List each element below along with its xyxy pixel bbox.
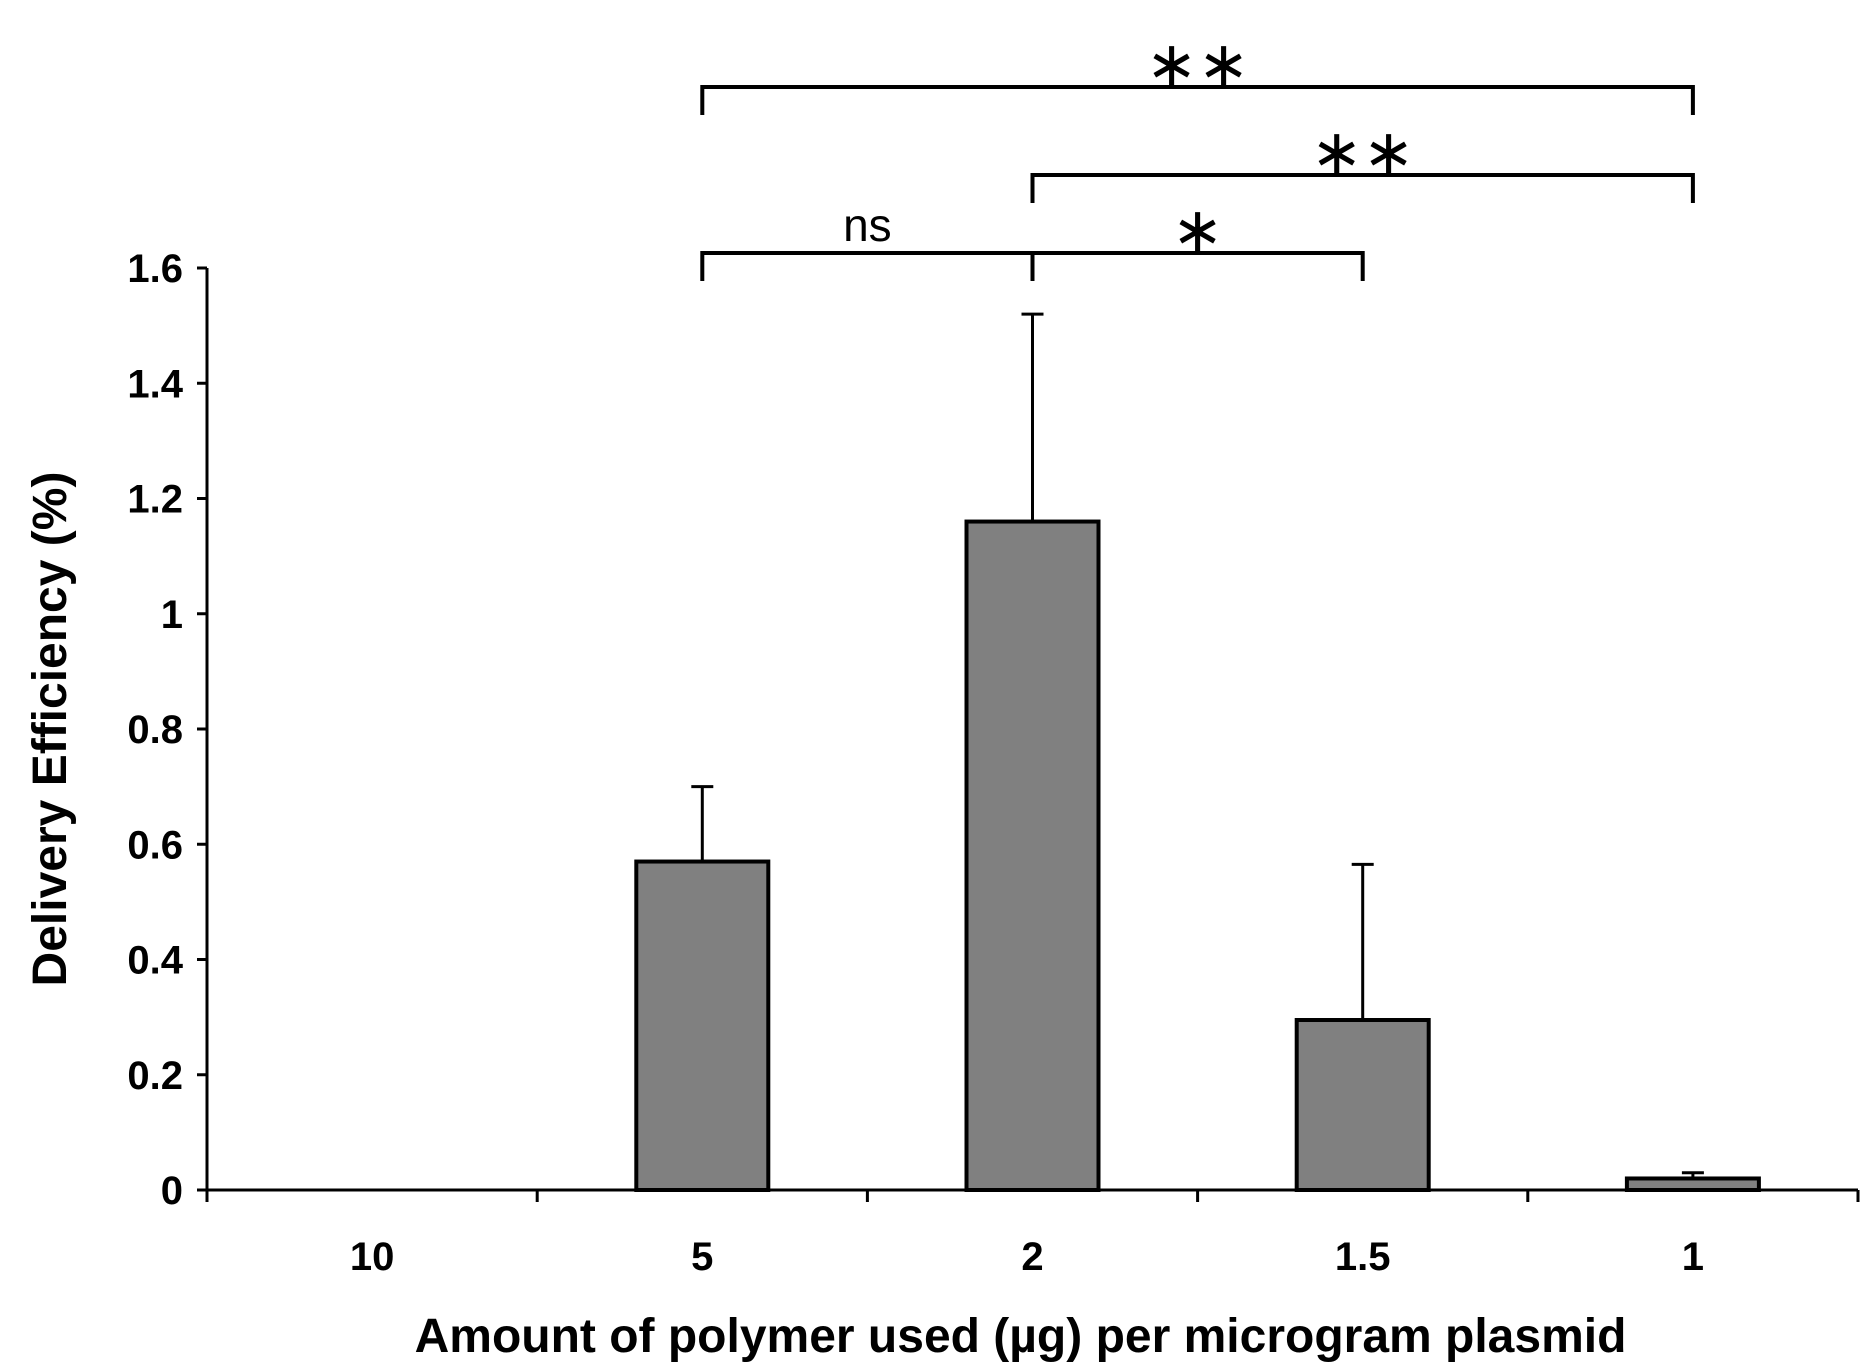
significance-bracket bbox=[1030, 173, 1695, 203]
bar bbox=[1624, 1176, 1761, 1192]
y-tick-label: 1.2 bbox=[127, 478, 183, 522]
significance-bracket bbox=[1030, 251, 1365, 281]
error-bars bbox=[691, 312, 1704, 1179]
y-tick-label: 0 bbox=[161, 1169, 183, 1213]
axes bbox=[197, 266, 1860, 1202]
y-tick-label: 0.4 bbox=[127, 939, 183, 983]
y-tick-label: 1 bbox=[161, 593, 183, 637]
significance-label: ∗∗ bbox=[1311, 115, 1415, 188]
significance-label: ∗∗ bbox=[1146, 27, 1250, 100]
x-axis-title: Amount of polymer used (µg) per microgra… bbox=[415, 1310, 1627, 1363]
significance-label: ns bbox=[843, 199, 892, 251]
y-tick-label: 1.4 bbox=[127, 362, 183, 406]
y-tick-label: 1.6 bbox=[127, 247, 183, 291]
significance-label: ∗ bbox=[1172, 193, 1224, 266]
x-tick-label: 1 bbox=[1682, 1235, 1704, 1279]
bars bbox=[634, 519, 1761, 1192]
y-tick-label: 0.6 bbox=[127, 823, 183, 867]
significance-brackets: ns ∗∗∗∗∗ bbox=[700, 27, 1695, 281]
x-tick-label: 10 bbox=[350, 1235, 395, 1279]
x-tick-label: 1.5 bbox=[1335, 1235, 1391, 1279]
y-tick-label: 0.2 bbox=[127, 1054, 183, 1098]
x-tick-label: 2 bbox=[1021, 1235, 1043, 1279]
bar bbox=[634, 859, 771, 1192]
x-tick-label: 5 bbox=[691, 1235, 713, 1279]
bar bbox=[1294, 1018, 1431, 1192]
bar bbox=[964, 519, 1101, 1192]
y-tick-label: 0.8 bbox=[127, 708, 183, 752]
significance-bracket bbox=[700, 251, 1035, 281]
significance-bracket bbox=[700, 85, 1695, 115]
labels: 0 0.2 0.4 0.6 0.8 1 1.2 1.4 1.6 10 5 2 1.5 1 Amount of… bbox=[24, 247, 1704, 1363]
y-axis-title: Delivery Efficiency (%) bbox=[24, 472, 77, 987]
